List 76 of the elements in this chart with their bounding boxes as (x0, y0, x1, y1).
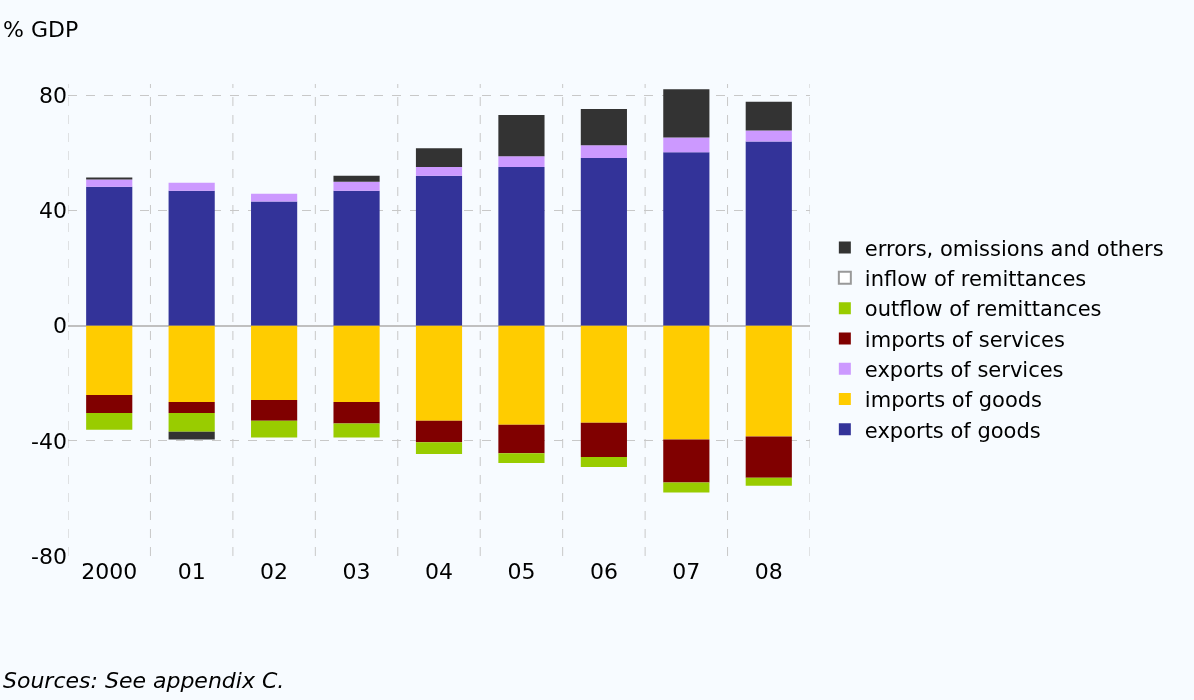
bar (663, 137, 710, 153)
bar (498, 156, 545, 167)
bar (580, 157, 627, 326)
x-tick-label: 08 (754, 559, 783, 584)
bar (415, 175, 463, 326)
bar (333, 402, 380, 424)
bar (333, 325, 380, 403)
y-tick-label: 80 (39, 83, 67, 109)
bar (745, 141, 792, 326)
bar (415, 325, 463, 421)
bar (168, 412, 215, 432)
bar (745, 436, 792, 478)
y-tick-label: 40 (39, 198, 67, 224)
bar (251, 193, 298, 202)
x-tick-label: 06 (589, 559, 618, 584)
legend-label: exports of goods (864, 418, 1041, 443)
bar (498, 453, 545, 464)
bar (333, 190, 380, 326)
bar (251, 201, 298, 326)
legend-label: errors, omissions and others (864, 236, 1164, 261)
bar (663, 439, 710, 483)
bar (415, 442, 463, 455)
bar (168, 402, 215, 413)
bar (580, 422, 627, 457)
y-axis-title: % GDP (3, 17, 79, 42)
bar (415, 420, 463, 443)
bar (168, 190, 215, 326)
source-note: Sources: See appendix C. (3, 668, 285, 693)
legend-label: imports of services (864, 327, 1065, 352)
bar (580, 145, 627, 158)
bar (580, 109, 627, 146)
x-tick-label: 04 (425, 559, 453, 584)
bar (580, 325, 627, 423)
bar (251, 400, 298, 421)
bar (663, 89, 710, 138)
bar (86, 395, 133, 413)
bar (251, 325, 298, 401)
bar (498, 325, 545, 425)
x-tick-label: 03 (342, 559, 371, 584)
bar (580, 457, 627, 468)
legend-label: imports of goods (864, 388, 1043, 413)
bar (663, 482, 710, 493)
x-tick-label: 05 (507, 559, 536, 584)
bar (745, 101, 792, 131)
bar (745, 477, 792, 486)
legend-label: inflow of remittances (864, 267, 1087, 292)
bar (663, 325, 710, 440)
bar (745, 130, 792, 142)
bar (251, 420, 298, 438)
x-tick-label: 2000 (81, 559, 138, 584)
legend-label: exports of services (864, 357, 1064, 382)
x-tick-label: 07 (672, 559, 701, 584)
bar (168, 431, 215, 440)
x-tick-label: 02 (260, 559, 289, 584)
bar (86, 325, 133, 396)
y-tick-label: 0 (53, 313, 67, 339)
bar (333, 423, 380, 438)
bar (415, 166, 463, 176)
bar (663, 152, 710, 326)
bar (745, 325, 792, 437)
bar (86, 412, 133, 430)
y-tick-label: -80 (31, 543, 67, 569)
bar (498, 424, 545, 454)
bar (498, 115, 545, 157)
bar (86, 186, 133, 326)
bar (168, 325, 215, 403)
x-tick-label: 01 (177, 559, 206, 584)
bar (333, 175, 380, 182)
y-tick-label: -40 (31, 428, 67, 454)
bar (498, 166, 545, 326)
legend-label: outflow of remittances (864, 297, 1102, 322)
bar (168, 182, 215, 191)
bar (86, 177, 133, 180)
bar (86, 179, 133, 187)
bar (333, 181, 380, 191)
bar (415, 148, 463, 167)
